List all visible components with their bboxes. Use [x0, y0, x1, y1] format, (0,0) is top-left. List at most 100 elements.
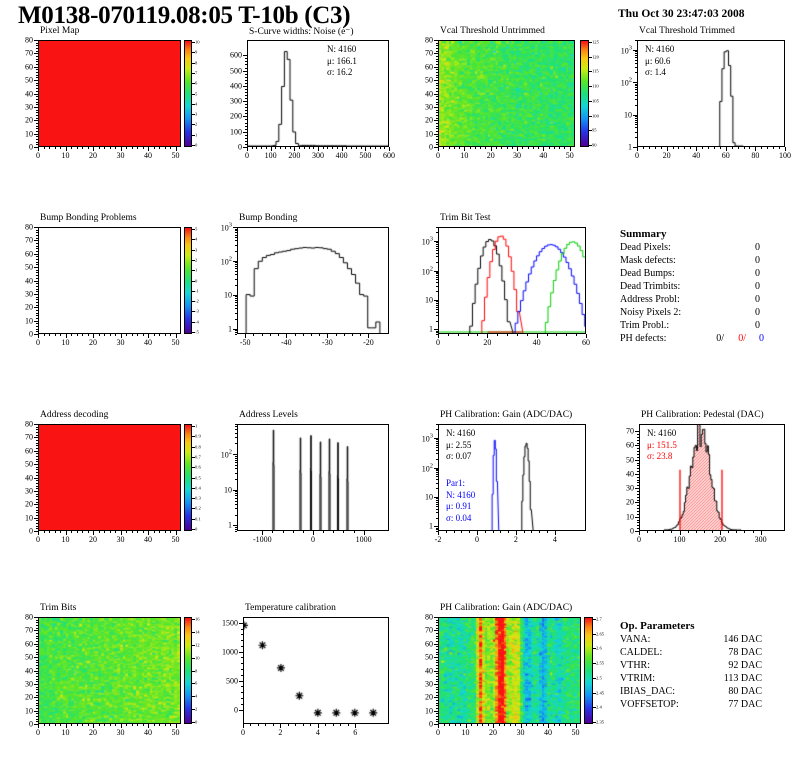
x-minor-tick [447, 334, 449, 336]
x-minor-tick [98, 334, 100, 336]
y-tick-label: 500 [226, 676, 238, 686]
y-minor-tick [36, 312, 38, 314]
y-tick [633, 114, 637, 116]
y-minor-tick [235, 472, 237, 474]
y-minor-tick [36, 229, 38, 231]
y-minor-tick [635, 87, 637, 89]
y-minor-tick [36, 665, 38, 667]
y-minor-tick [36, 691, 38, 693]
y-minor-tick [36, 702, 38, 704]
x-tick [554, 531, 556, 535]
y-minor-tick [436, 122, 438, 124]
panel-vcal-trimmed: Vcal Threshold Trimmed 0 20 40 60 80 100 1 10 102… [607, 26, 792, 160]
y-axis: 0 10 20 30 40 50 60 70 80 [8, 223, 38, 339]
y-minor-tick [36, 56, 38, 58]
stat-mu: μ: 166.1 [327, 55, 357, 66]
x-minor-tick [148, 334, 149, 336]
x-minor-tick [495, 147, 497, 149]
page-title: M0138-070119.08:05 T-10b (C3) [18, 2, 351, 29]
y-minor-tick [436, 285, 438, 287]
op-parameter-label: VTRIM: [620, 673, 655, 684]
x-minor-tick [542, 724, 544, 726]
color-scale-gradient [185, 41, 191, 146]
y-minor-tick [36, 98, 38, 100]
x-minor-tick [516, 334, 518, 336]
x-tick-label: 10 [461, 728, 470, 737]
x-minor-tick [523, 531, 525, 533]
y-minor-tick [235, 514, 237, 516]
x-tick [637, 147, 638, 151]
y-tick-label: 40 [25, 473, 33, 482]
y-tick [434, 299, 438, 301]
summary-row-value: 0 [755, 320, 760, 331]
y-axis: 0 10 20 30 40 50 60 70 80 [408, 36, 438, 152]
x-tick-label: 20 [89, 151, 97, 160]
x-minor-tick [785, 147, 786, 149]
y-minor-tick [36, 531, 38, 532]
x-minor-tick [175, 147, 177, 149]
y-minor-tick [635, 99, 637, 101]
y-minor-tick [36, 683, 38, 685]
y-minor-tick [635, 51, 637, 53]
y-axis: 0 100 200 300 400 500 600 [205, 40, 247, 152]
x-tick [493, 724, 494, 728]
panel-title: Pixel Map [40, 26, 80, 36]
x-minor-tick [87, 147, 89, 149]
summary-row: Dead Bumps: 0 [620, 268, 792, 281]
x-minor-tick [695, 531, 697, 533]
x-minor-tick [54, 147, 56, 149]
x-minor-tick [522, 147, 524, 149]
x-minor-tick [54, 724, 56, 726]
x-minor-tick [547, 531, 549, 533]
x-tick [65, 531, 67, 535]
x-minor-tick [654, 147, 656, 149]
op-parameter-value: 78 DAC [728, 647, 762, 658]
y-tick-label: 10 [425, 492, 433, 502]
x-tick [65, 334, 67, 338]
plot-area [243, 617, 389, 724]
plot-area [38, 227, 181, 334]
y-minor-tick [436, 721, 438, 723]
x-tick [327, 334, 329, 338]
y-minor-tick [36, 280, 38, 282]
summary-row: Trim Probl.: 0 [620, 320, 792, 333]
op-parameter-label: VANA: [620, 634, 651, 645]
y-minor-tick [245, 107, 247, 109]
x-tick [65, 724, 67, 728]
x-axis: 0 10 20 30 40 50 [36, 724, 181, 738]
z-tick-label: 1 [195, 267, 198, 273]
y-tick-label: 10 [224, 485, 232, 495]
y-minor-tick [436, 713, 438, 715]
x-minor-tick [347, 724, 349, 726]
y-minor-tick [635, 54, 637, 56]
y-minor-tick [436, 665, 438, 667]
ph-defects-label: PH defects: [620, 333, 667, 344]
y-minor-tick [36, 64, 38, 66]
y-minor-tick [241, 669, 243, 671]
x-minor-tick [655, 531, 657, 533]
y-tick-label: 1 [628, 142, 632, 152]
y-tick-label: 10 [25, 513, 33, 523]
x-minor-tick [690, 147, 692, 149]
y-tick [233, 294, 237, 296]
x-minor-tick [687, 531, 689, 533]
z-tick-label: 0.3 [195, 495, 201, 501]
z-tick-label: 12 [195, 642, 200, 648]
x-tick [438, 531, 439, 535]
summary-row-value: 0 [755, 268, 760, 279]
y-minor-tick [235, 455, 237, 457]
y-tick-label: 1500 [222, 618, 238, 628]
summary-row-label: Address Probl: [620, 294, 680, 305]
x-minor-tick [54, 531, 56, 533]
x-tick-label: 20 [89, 728, 97, 737]
z-tick [192, 249, 195, 251]
x-minor-tick [269, 334, 271, 336]
y-minor-tick [436, 662, 438, 664]
summary-row-value: 0 [755, 242, 760, 253]
x-tick [785, 147, 786, 151]
y-minor-tick [36, 429, 38, 431]
x-tick-label: 4 [315, 728, 320, 737]
panel-address-levels: Address Levels -1000 0 1000 1 10 102 [205, 410, 395, 544]
y-minor-tick [436, 681, 438, 683]
y-minor-tick [36, 109, 38, 111]
